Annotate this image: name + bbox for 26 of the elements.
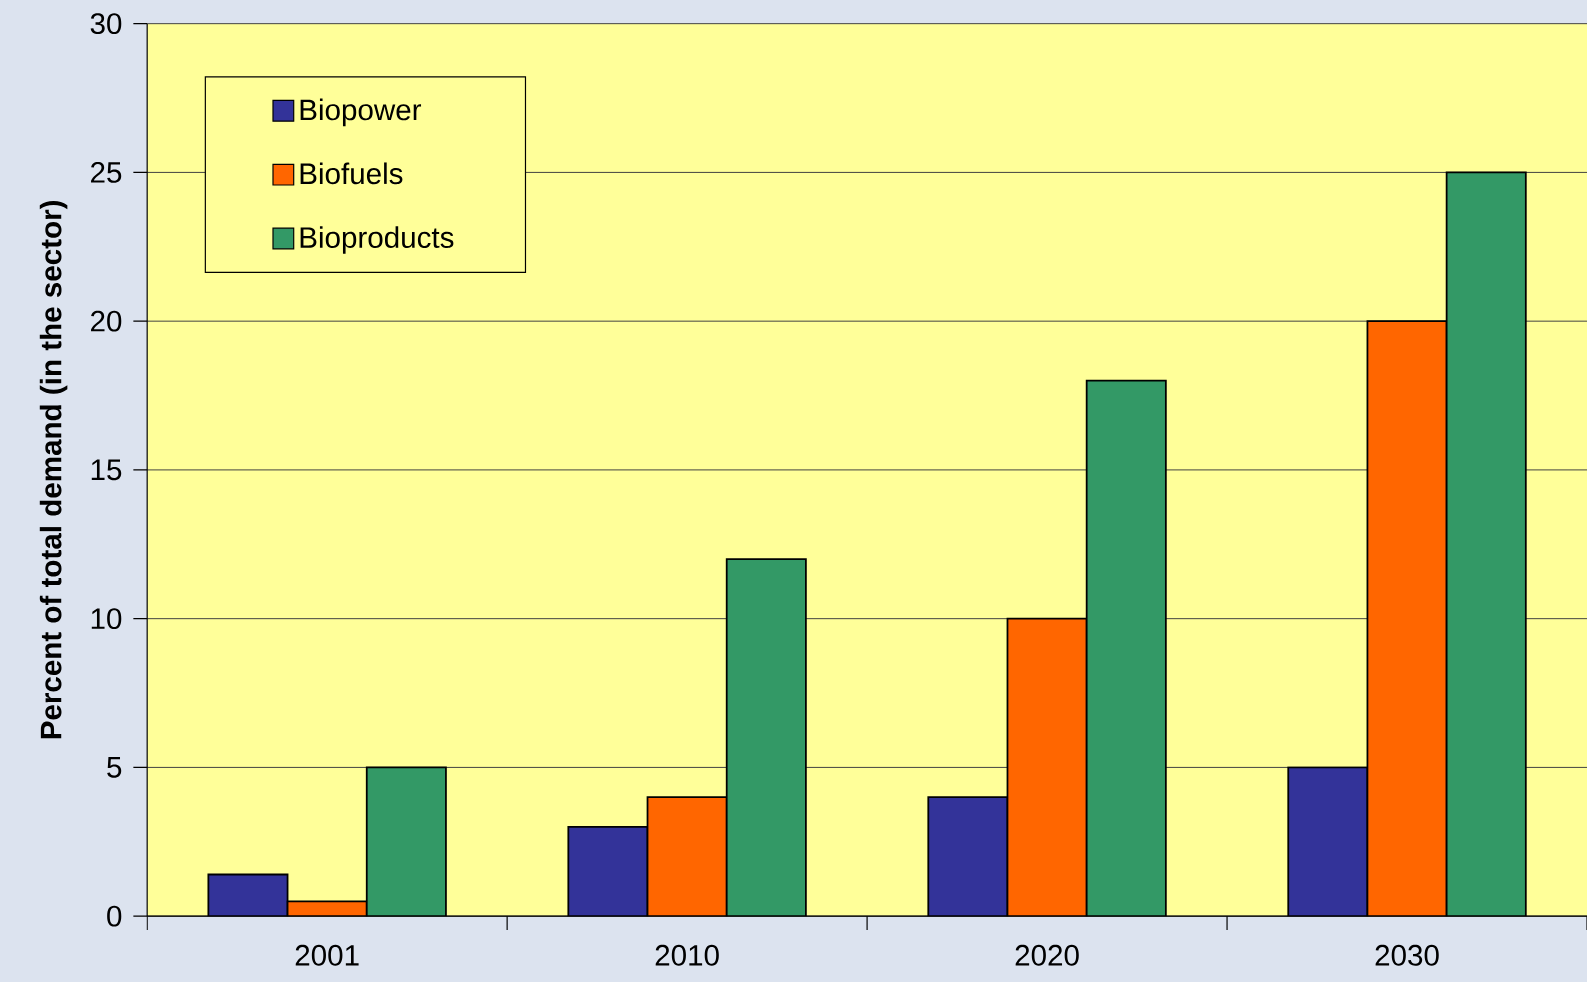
y-axis-title: Percent of total demand (in the sector): [39, 200, 68, 739]
y-tick-label: 15: [91, 459, 122, 481]
bar: [1366, 320, 1448, 917]
bar: [365, 766, 447, 917]
y-tick-label: 25: [91, 161, 122, 183]
legend-label: Biopower: [300, 98, 422, 127]
y-tick-label: 5: [107, 756, 122, 778]
bar: [1006, 617, 1088, 917]
legend-label: Biofuels: [300, 162, 403, 185]
legend-label: Bioproducts: [300, 226, 454, 254]
bar: [725, 558, 807, 917]
y-tick-label: 0: [107, 905, 122, 927]
bar: [1287, 766, 1369, 917]
bar: [927, 796, 1009, 917]
bar: [646, 796, 728, 917]
y-tick-label: 30: [90, 13, 122, 35]
y-tick-label: 10: [91, 608, 122, 630]
bar: [567, 825, 649, 917]
bar: [207, 873, 289, 917]
x-tick-label: 2020: [1015, 944, 1079, 966]
x-tick-label: 2010: [655, 944, 719, 966]
bar: [1445, 171, 1527, 917]
x-tick-label: 2030: [1375, 944, 1439, 966]
x-tick-label: 2001: [295, 944, 359, 966]
bar: [1085, 379, 1167, 917]
y-tick-label: 20: [91, 310, 122, 332]
